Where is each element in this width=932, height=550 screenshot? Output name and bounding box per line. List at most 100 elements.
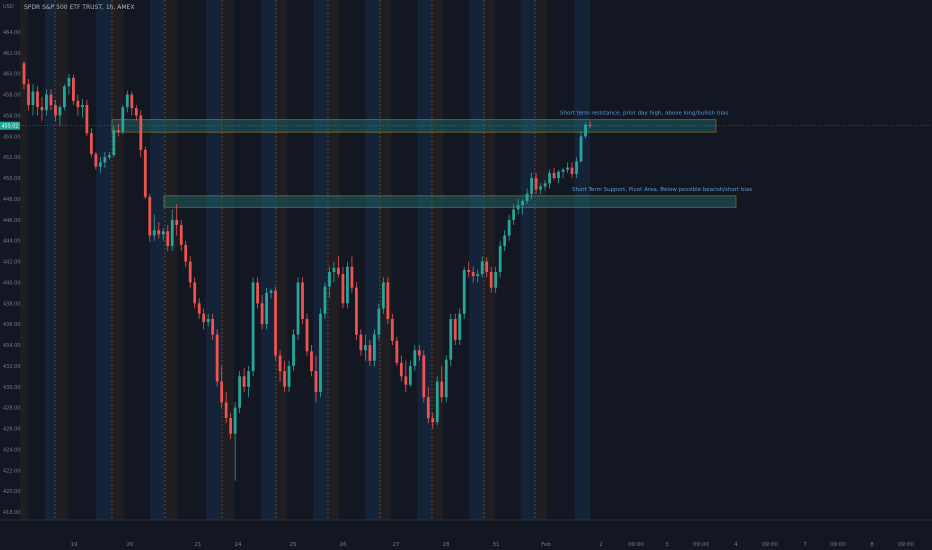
x-tick-label: 27 (393, 542, 400, 548)
candle-body (467, 269, 471, 272)
candle-body (575, 161, 578, 174)
candle-body (143, 149, 147, 197)
candle-body (390, 318, 394, 341)
candle-body (337, 267, 340, 275)
candle-body (444, 359, 448, 398)
candle-body (359, 334, 363, 351)
candle-body (112, 130, 116, 156)
candle-body (417, 350, 421, 356)
candle-body (278, 355, 282, 372)
y-tick-label: 428.00 (3, 406, 21, 412)
y-tick-label: 444.00 (3, 239, 21, 245)
premarket-band (380, 0, 392, 520)
candle-body (242, 376, 246, 387)
zone-box (163, 195, 737, 208)
candle-body (323, 286, 327, 314)
last-price-label: 455.02 (2, 124, 19, 130)
session-bands (20, 0, 590, 520)
y-tick-label: 418.00 (3, 510, 21, 516)
candle-body (426, 397, 430, 419)
candle-body (161, 231, 165, 235)
candle-body (480, 261, 484, 275)
candle-body (49, 94, 53, 106)
candle-body (350, 266, 354, 288)
candle-body (130, 94, 134, 109)
premarket-band (165, 0, 178, 520)
candle-body (202, 313, 206, 323)
candle-body (489, 272, 493, 288)
y-tick-label: 442.00 (3, 260, 21, 266)
afterhours-band (150, 0, 165, 520)
candle-body (296, 282, 300, 335)
y-tick-label: 446.00 (3, 218, 21, 224)
candle-body (220, 381, 224, 403)
y-tick-label: 422.00 (3, 468, 21, 474)
candle-body (184, 244, 188, 262)
candle-body (530, 178, 533, 194)
y-tick-label: 424.00 (3, 447, 21, 453)
candle-body (381, 282, 385, 309)
y-tick-label: 464.00 (3, 30, 21, 36)
candle-body (476, 274, 480, 277)
candle-body (206, 318, 210, 323)
candle-body (557, 171, 560, 179)
candle-body (260, 303, 264, 325)
candle-body (440, 381, 444, 398)
candle-body (386, 282, 390, 319)
candle-body (157, 230, 161, 235)
x-tick-label: 09:00 (830, 542, 846, 548)
candle-body (152, 230, 156, 236)
candle-body (507, 219, 511, 236)
candle-body (89, 133, 93, 155)
candle-body (584, 124, 587, 137)
x-tick-label: 8 (870, 542, 874, 548)
candle-body (238, 376, 242, 408)
candle-body (274, 290, 277, 356)
candle-body (305, 318, 309, 352)
x-tick-label: 4 (734, 542, 738, 548)
x-axis-bg (0, 520, 932, 550)
candle-body (579, 136, 583, 162)
candle-body (471, 272, 475, 277)
candles (22, 61, 592, 481)
candle-body (76, 100, 80, 108)
last-price-marker: 455.02 (0, 121, 932, 130)
candle-body (458, 313, 462, 340)
candle-body (45, 94, 48, 111)
candle-body (543, 183, 547, 187)
candle-body (139, 115, 143, 150)
candle-body (377, 308, 381, 335)
day-separators (54, 0, 536, 520)
x-tick-label: 24 (235, 542, 242, 548)
premarket-band (55, 0, 68, 520)
candle-body (103, 157, 107, 163)
afterhours-band (45, 0, 55, 520)
candle-body (179, 225, 183, 245)
premarket-band (20, 0, 28, 520)
premarket-band (222, 0, 234, 520)
candle-body (224, 402, 228, 419)
candle-body (233, 407, 237, 434)
symbol-title[interactable]: SPDR S&P 500 ETF TRUST, 1h, AMEX (24, 4, 135, 11)
afterhours-band (520, 0, 535, 520)
y-tick-label: 440.00 (3, 280, 21, 286)
x-tick-label: 09:00 (693, 542, 709, 548)
candle-body (310, 351, 313, 372)
y-tick-label: 430.00 (3, 385, 21, 391)
candle-body (566, 167, 569, 170)
candle-body (134, 108, 138, 116)
candle-body (413, 350, 417, 366)
y-tick-label: 426.00 (3, 427, 21, 433)
y-tick-label: 448.00 (3, 197, 21, 203)
candle-body (552, 172, 556, 179)
candle-body (435, 381, 439, 423)
premarket-band (484, 0, 496, 520)
y-tick-label: 454.00 (3, 134, 21, 140)
candle-body (27, 84, 30, 106)
candle-body (364, 345, 367, 351)
candle-body (328, 272, 331, 287)
candle-body (54, 105, 57, 116)
candle-body (85, 105, 89, 134)
x-tick-label: 28 (443, 542, 450, 548)
